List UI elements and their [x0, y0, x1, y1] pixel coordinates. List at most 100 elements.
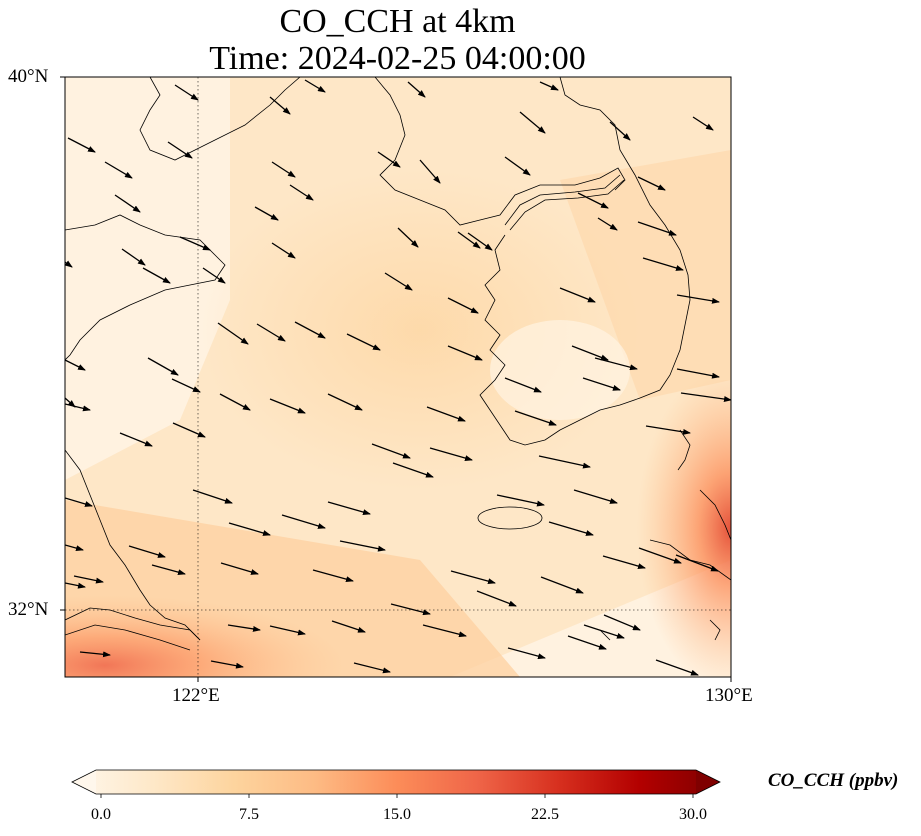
- wind-arrow: [680, 392, 731, 403]
- wind-arrow: [377, 151, 401, 168]
- wind-arrow: [371, 443, 411, 459]
- wind-arrow: [476, 590, 517, 607]
- wind-arrow: [548, 521, 594, 536]
- wind-arrow: [538, 455, 591, 469]
- coastline-bohai-west: [65, 214, 226, 361]
- wind-arrow: [419, 159, 441, 184]
- wind-arrow: [426, 406, 466, 422]
- wind-arrow: [540, 576, 584, 594]
- wind-arrow: [583, 624, 625, 639]
- wind-arrow: [392, 462, 434, 478]
- wind-arrow: [559, 287, 596, 303]
- axis-ticks: [60, 76, 732, 682]
- wind-arrow: [422, 624, 467, 638]
- wind-arrow: [390, 603, 431, 616]
- coastline-yangtze-2: [65, 624, 191, 651]
- coastline-yalu-2: [509, 179, 625, 231]
- wind-arrow: [220, 562, 259, 575]
- wind-arrow: [121, 248, 146, 266]
- wind-arrow: [227, 624, 261, 632]
- wind-arrow: [447, 345, 483, 361]
- colorbar-fill: [72, 770, 720, 794]
- colorbar-tick-label: 0.0: [91, 806, 111, 823]
- wind-arrow: [254, 206, 279, 221]
- wind-arrow: [645, 425, 691, 435]
- wind-arrow: [447, 297, 479, 314]
- wind-arrow: [496, 494, 545, 507]
- wind-arrow: [676, 368, 720, 379]
- wind-arrow: [172, 422, 206, 438]
- wind-arrow: [312, 569, 354, 583]
- wind-arrow: [269, 96, 291, 115]
- wind-arrow: [571, 345, 609, 361]
- lon-label-130e: 130°E: [705, 685, 753, 706]
- lat-label-40n: 40°N: [8, 66, 49, 87]
- wind-arrow: [457, 231, 481, 249]
- wind-arrow: [603, 614, 641, 631]
- plot-title-line-1: CO_CCH at 4km: [279, 3, 516, 40]
- wind-arrow: [675, 554, 719, 572]
- wind-arrow: [397, 227, 419, 248]
- wind-arrow: [171, 378, 201, 393]
- wind-arrow: [119, 432, 153, 447]
- wind-arrow: [65, 260, 73, 268]
- wind-arrow: [407, 81, 426, 98]
- wind-arrow: [514, 410, 557, 426]
- colorbar-tick-label: 30.0: [679, 806, 707, 823]
- wind-arrow: [67, 137, 96, 153]
- colorbar-outline: [71, 769, 721, 795]
- wind-arrow: [339, 540, 386, 552]
- coastline-tsushima: [677, 429, 691, 471]
- coastline-shandong-south: [65, 449, 201, 641]
- wind-arrow: [65, 582, 86, 589]
- wind-arrow: [104, 161, 133, 179]
- wind-arrow: [467, 232, 493, 251]
- wind-arrow: [327, 501, 371, 515]
- wind-arrow: [429, 447, 473, 461]
- wind-arrow: [692, 116, 714, 131]
- wind-arrow: [281, 514, 326, 529]
- wind-arrow: [346, 333, 381, 351]
- wind-arrow: [294, 321, 326, 339]
- wind-arrow: [637, 221, 677, 236]
- colorbar-tick-label: 7.5: [239, 806, 259, 823]
- coastline-yalu: [504, 174, 621, 226]
- wind-arrow: [519, 111, 546, 134]
- wind-arrow: [192, 489, 233, 504]
- wind-arrow: [65, 359, 86, 371]
- wind-arrow: [79, 651, 111, 658]
- wind-arrow: [642, 257, 684, 271]
- wind-arrow: [567, 635, 607, 650]
- colorbar-extend-low: [72, 770, 96, 794]
- colorbar-label: CO_CCH (ppbv): [768, 770, 899, 791]
- wind-arrow: [655, 659, 699, 676]
- wind-arrow: [228, 522, 271, 536]
- wind-arrow: [594, 357, 638, 371]
- wind-arrow: [271, 242, 296, 259]
- wind-arrow: [167, 141, 193, 159]
- wind-arrow: [582, 377, 621, 391]
- colorbar-tick-label: 15.0: [383, 806, 411, 823]
- gridlines: [65, 77, 731, 677]
- colorbar-extend-high: [696, 770, 720, 794]
- wind-arrow: [573, 489, 618, 504]
- wind-arrow: [65, 497, 93, 507]
- wind-arrow: [174, 84, 199, 101]
- wind-arrow: [637, 176, 666, 191]
- wind-arrow: [304, 79, 326, 93]
- map-frame: [64, 76, 732, 678]
- wind-arrow: [353, 662, 391, 674]
- wind-arrow: [539, 81, 559, 91]
- wind-arrow: [147, 357, 179, 376]
- coastline-yangtze: [65, 607, 201, 641]
- wind-arrow: [327, 393, 363, 411]
- wind-arrow: [142, 267, 171, 284]
- wind-arrow: [269, 398, 306, 414]
- wind-arrow: [271, 161, 296, 178]
- wind-arrow: [65, 544, 84, 552]
- wind-arrow: [179, 236, 211, 251]
- wind-arrow: [114, 194, 141, 213]
- wind-arrow: [676, 294, 720, 304]
- colorbar: [71, 769, 721, 798]
